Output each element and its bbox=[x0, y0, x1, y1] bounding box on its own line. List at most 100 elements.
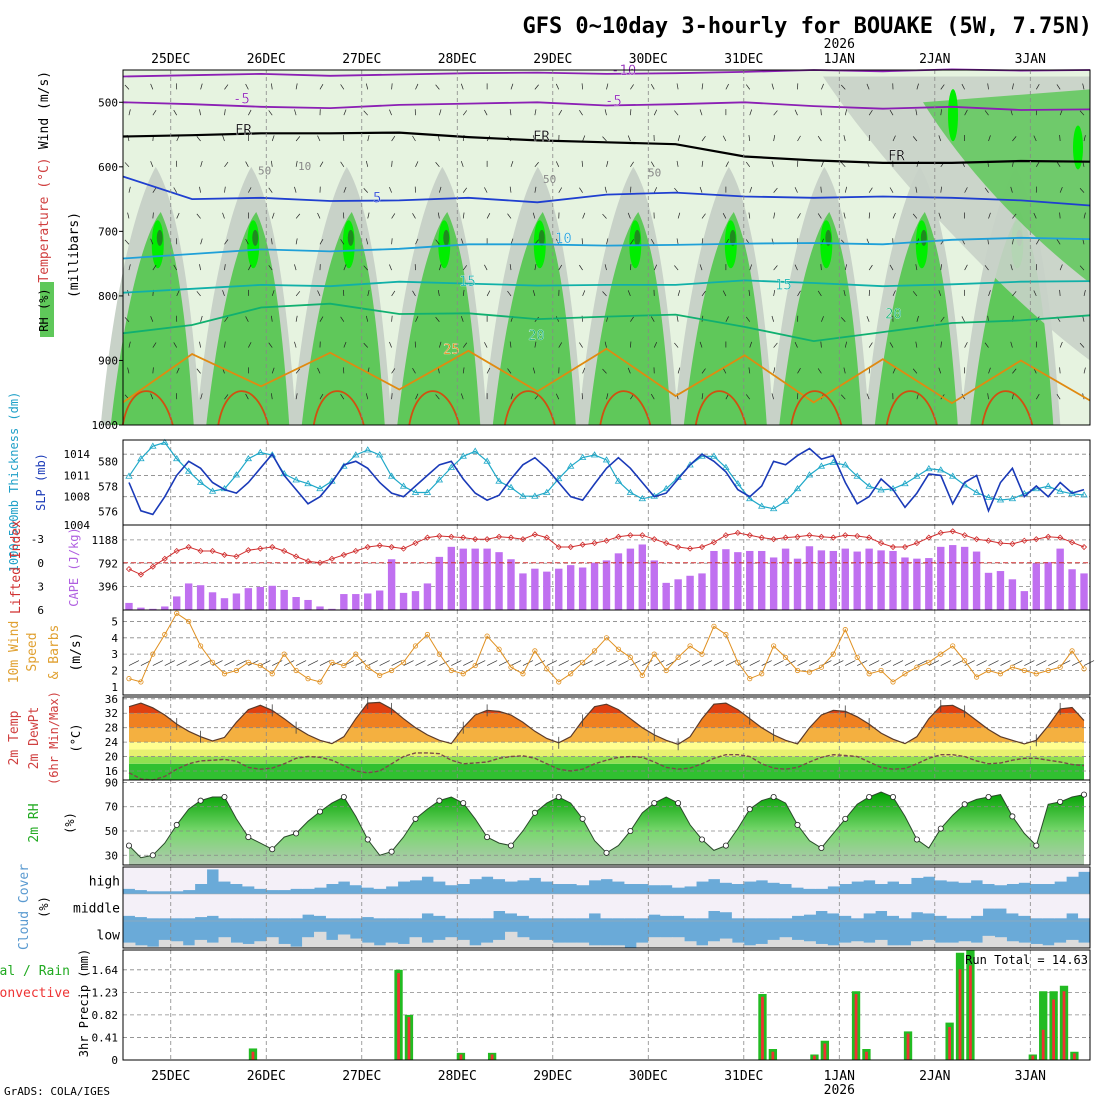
rh2m-point bbox=[174, 822, 179, 827]
slp-axis-label: SLP (mb) bbox=[34, 453, 48, 511]
cape-bar bbox=[579, 568, 586, 611]
cloud-high-step bbox=[242, 867, 254, 886]
wind10m-barb bbox=[224, 661, 234, 666]
rh2m-point bbox=[795, 822, 800, 827]
cape-tick-label: 1188 bbox=[92, 534, 119, 547]
cloud-high-step bbox=[529, 867, 541, 878]
cape-bar bbox=[197, 585, 204, 610]
rh2m-point bbox=[819, 845, 824, 850]
wind10m-barb bbox=[595, 661, 605, 666]
cloud-low-step bbox=[863, 943, 875, 948]
rh-dark-core bbox=[539, 230, 545, 246]
isotherm-label: 15 bbox=[775, 277, 792, 293]
cape-bar bbox=[1021, 591, 1028, 610]
rh2m-point bbox=[556, 794, 561, 799]
rh-contour-label: 10 bbox=[298, 160, 311, 173]
top-day-label: 31DEC bbox=[724, 52, 763, 67]
rh-contour-label: 50 bbox=[543, 173, 556, 186]
cloud-low-step bbox=[1066, 940, 1078, 948]
wind10m-barb bbox=[726, 661, 736, 666]
cape-bar bbox=[1009, 579, 1016, 610]
lifted-index-tick-label: 0 bbox=[37, 557, 44, 570]
cloud-high-step bbox=[696, 867, 708, 882]
rh-contour-label: 50 bbox=[648, 167, 661, 180]
cloud-middle-step bbox=[672, 894, 684, 916]
cloud-middle-step bbox=[1006, 894, 1018, 913]
rh-contour-label: 50 bbox=[258, 165, 271, 178]
cloud-high-step bbox=[517, 867, 529, 880]
rh2m-point bbox=[628, 828, 633, 833]
cloud-middle-step bbox=[803, 894, 815, 915]
lifted-index-point bbox=[1082, 545, 1087, 550]
rh-dark-core bbox=[443, 230, 449, 246]
cloud-high-step bbox=[266, 867, 278, 890]
cloud-high-step bbox=[374, 867, 386, 889]
isotherm-label: FR bbox=[888, 148, 905, 164]
cloud-middle-step bbox=[744, 894, 756, 918]
rh2m-point bbox=[341, 794, 346, 799]
cloud-middle-step bbox=[959, 894, 971, 918]
cloud-low-step bbox=[326, 940, 338, 948]
rh2m-point bbox=[604, 850, 609, 855]
cloud-middle-step bbox=[219, 894, 231, 918]
cloud-low-step bbox=[1054, 943, 1066, 948]
cloud-low-step bbox=[959, 941, 971, 948]
cloud-high-step bbox=[278, 867, 290, 890]
cloud-middle-step bbox=[266, 894, 278, 918]
rh2m-point bbox=[962, 802, 967, 807]
cloud-high-step bbox=[792, 867, 804, 888]
rh2m-point bbox=[580, 816, 585, 821]
pressure-tick-label: 500 bbox=[98, 96, 118, 109]
cloud-middle-step bbox=[696, 894, 708, 918]
wind10m-tick-label: 2 bbox=[111, 664, 118, 677]
wind10m-barb bbox=[404, 661, 414, 666]
cape-bar bbox=[388, 559, 395, 610]
isotherm-label: -5 bbox=[605, 94, 622, 110]
cape-bar bbox=[364, 593, 371, 610]
cape-bar bbox=[233, 593, 240, 610]
cloud-low-step bbox=[911, 941, 923, 948]
wind10m-barb bbox=[809, 661, 819, 666]
cloud-middle-step bbox=[577, 894, 589, 918]
wind10m-barb bbox=[750, 661, 760, 666]
cape-bar bbox=[686, 576, 693, 610]
wind10m-barb bbox=[977, 661, 987, 666]
cloud-low-step bbox=[517, 937, 529, 948]
cloud-middle-step bbox=[481, 894, 493, 918]
cape-bar bbox=[257, 587, 264, 610]
top-year-label: 2026 bbox=[824, 37, 855, 52]
cloud-middle-step bbox=[410, 894, 422, 918]
cloud-middle-step bbox=[159, 894, 171, 918]
wind-axis-label: Wind (m/s) bbox=[37, 71, 52, 149]
cloud-low-step bbox=[815, 944, 827, 948]
slp-tick-label: 1014 bbox=[64, 448, 91, 461]
wind10m-barb bbox=[129, 661, 139, 666]
cloud-middle-step bbox=[517, 894, 529, 916]
cloud-middle-step bbox=[923, 894, 935, 913]
cape-bar bbox=[185, 583, 192, 610]
cloud-middle-step bbox=[326, 894, 338, 918]
rh2m-point bbox=[652, 800, 657, 805]
cloud-high-step bbox=[947, 867, 959, 882]
rh-bright-core bbox=[948, 89, 958, 141]
cloud-middle-step bbox=[756, 894, 768, 918]
cloud-high-step bbox=[803, 867, 815, 889]
wind10m-barb bbox=[153, 661, 163, 666]
cloud-high-step bbox=[994, 867, 1006, 885]
temp-bands bbox=[123, 697, 1090, 780]
bottom-day-label: 27DEC bbox=[342, 1069, 381, 1084]
cloud-low-step bbox=[421, 943, 433, 948]
cape-bar bbox=[340, 594, 347, 610]
temperature-axis-label: Temperature (°C) bbox=[37, 157, 52, 282]
cloud-low-step bbox=[541, 940, 553, 948]
cloud-middle-step bbox=[421, 894, 433, 913]
bottom-day-label: 1JAN bbox=[824, 1069, 855, 1084]
cloud-middle-step bbox=[983, 894, 995, 909]
cloud-low-step bbox=[971, 943, 983, 948]
cloud-low-step bbox=[923, 940, 935, 948]
cape-bar bbox=[316, 606, 323, 610]
rh2m-point bbox=[437, 798, 442, 803]
rh2m-point bbox=[413, 816, 418, 821]
wind10m-barb bbox=[893, 661, 903, 666]
